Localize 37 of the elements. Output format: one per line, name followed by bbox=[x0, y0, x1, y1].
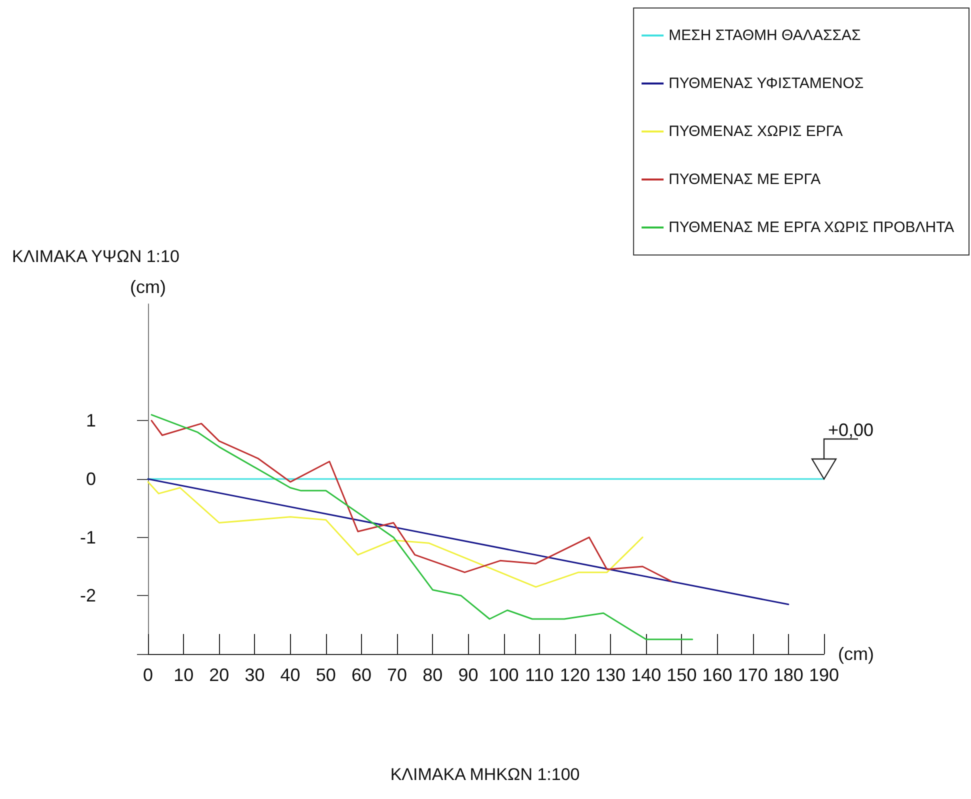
x-tick-label: 120 bbox=[560, 665, 590, 685]
line-series bbox=[147, 481, 644, 588]
x-tick-label: 80 bbox=[422, 665, 443, 685]
y-tick-label: 0 bbox=[86, 469, 96, 489]
legend-label: ΠΥΘΜΕΝΑΣ ΜΕ ΕΡΓΑ bbox=[668, 171, 821, 188]
x-tick-label: 170 bbox=[738, 665, 768, 685]
x-tick-label: 90 bbox=[458, 665, 478, 685]
x-tick-label: 70 bbox=[387, 665, 408, 685]
x-tick-label: 20 bbox=[209, 665, 230, 685]
text: ΚΛΙΜΑΚΑ ΜΗΚΩΝ 1:100 bbox=[390, 765, 580, 784]
y-tick-label: 1 bbox=[86, 410, 96, 431]
x-tick-label: 110 bbox=[525, 665, 554, 685]
x-axis-title: (cm) bbox=[838, 644, 874, 664]
y-tick-label: -2 bbox=[80, 586, 96, 606]
legend-label: ΜΕΣΗ ΣΤΑΘΜΗ ΘΑΛΑΣΣΑΣ bbox=[668, 27, 861, 44]
annotation: +0,00 bbox=[828, 420, 874, 440]
y-axis-title: (cm) bbox=[130, 277, 166, 297]
y-tick-label: -1 bbox=[80, 527, 96, 548]
x-tick-label: 190 bbox=[808, 665, 840, 685]
x-tick-label: 0 bbox=[142, 665, 154, 685]
legend-label: ΠΥΘΜΕΝΑΣ ΥΦΙΣΤΑΜΕΝΟΣ bbox=[668, 75, 864, 92]
x-tick-label: 50 bbox=[316, 665, 336, 685]
x-tick-label: 140 bbox=[631, 665, 662, 685]
x-tick-label: 130 bbox=[596, 665, 626, 685]
x-tick-label: 160 bbox=[702, 665, 732, 685]
text: ΚΛΙΜΑΚΑ ΥΨΩΝ 1:10 bbox=[12, 247, 180, 266]
x-tick-label: 40 bbox=[280, 665, 300, 685]
line-series bbox=[150, 414, 694, 640]
line-series bbox=[150, 420, 672, 582]
x-tick-label: 100 bbox=[488, 665, 519, 685]
x-tick-label: 180 bbox=[773, 665, 804, 685]
x-tick-label: 150 bbox=[666, 665, 697, 685]
legend-label: ΠΥΘΜΕΝΑΣ ΜΕ ΕΡΓΑ ΧΩΡΙΣ ΠΡΟΒΛΗΤΑ bbox=[668, 219, 954, 236]
x-tick-label: 30 bbox=[244, 665, 265, 685]
x-tick-label: 10 bbox=[174, 665, 194, 685]
x-tick-label: 60 bbox=[351, 665, 372, 685]
legend-label: ΠΥΘΜΕΝΑΣ ΧΩΡΙΣ ΕΡΓΑ bbox=[668, 123, 843, 140]
